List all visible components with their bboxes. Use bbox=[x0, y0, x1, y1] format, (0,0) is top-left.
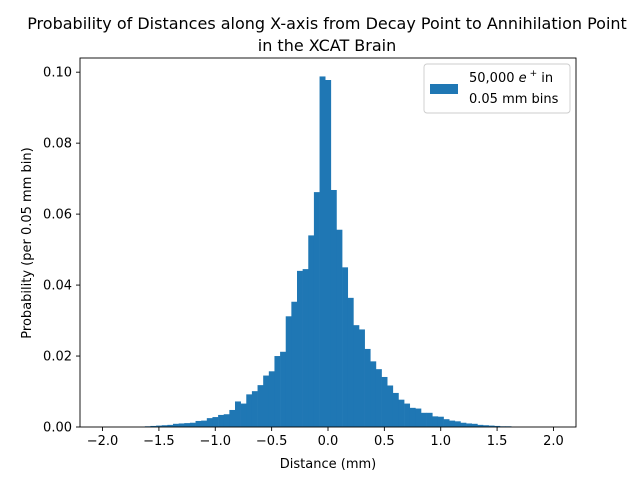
histogram-bar bbox=[325, 80, 332, 427]
histogram-bar bbox=[426, 412, 433, 427]
histogram-bar bbox=[280, 351, 287, 427]
histogram-bar bbox=[156, 425, 163, 427]
histogram-bar bbox=[297, 270, 303, 427]
histogram-bar bbox=[189, 422, 196, 427]
histogram-bar bbox=[494, 425, 501, 427]
x-tick-label: 2.0 bbox=[543, 434, 564, 449]
histogram-bar bbox=[415, 408, 422, 427]
histogram-bar bbox=[421, 412, 427, 427]
histogram-bar bbox=[240, 403, 247, 427]
histogram-bar bbox=[212, 417, 219, 427]
histogram-bar bbox=[308, 235, 315, 427]
histogram-bar bbox=[173, 423, 179, 427]
histogram-bar bbox=[263, 375, 270, 427]
histogram-bar bbox=[364, 348, 371, 427]
histogram-bar bbox=[359, 329, 365, 427]
histogram-bar bbox=[246, 394, 253, 427]
legend: 50,000 e + in 0.05 mm bins bbox=[423, 63, 571, 114]
histogram-bar bbox=[471, 423, 478, 427]
histogram-bar bbox=[285, 316, 292, 427]
x-tick-label: 1.5 bbox=[487, 434, 508, 449]
histogram-bar bbox=[302, 269, 309, 427]
y-tick-label: 0.08 bbox=[43, 137, 72, 152]
histogram-bar bbox=[488, 425, 495, 427]
histogram-bar bbox=[449, 420, 456, 427]
y-axis-label: Probability (per 0.05 mm bin) bbox=[20, 147, 35, 338]
x-tick-label: 0.0 bbox=[318, 434, 339, 449]
histogram-bar bbox=[398, 399, 405, 427]
histogram-bar bbox=[432, 416, 439, 427]
histogram-bar bbox=[387, 385, 394, 427]
histogram-bar bbox=[336, 229, 343, 427]
y-tick-label: 0.10 bbox=[43, 66, 72, 81]
histogram-bar bbox=[460, 422, 467, 427]
x-axis-label: Distance (mm) bbox=[280, 457, 376, 472]
chart-title-line-1: Probability of Distances along X-axis fr… bbox=[27, 14, 627, 33]
histogram-bar bbox=[409, 407, 416, 427]
x-tick-label: 1.0 bbox=[430, 434, 451, 449]
histogram-bar bbox=[381, 376, 388, 427]
histogram-bar bbox=[392, 392, 399, 427]
legend-label-line-2: 0.05 mm bins bbox=[469, 92, 559, 107]
histogram-bar bbox=[437, 416, 444, 427]
chart-title-line-2: in the XCAT Brain bbox=[258, 36, 397, 55]
histogram-bars bbox=[144, 76, 512, 427]
histogram-bar bbox=[251, 391, 258, 427]
legend-label-line-1: 50,000 e + in bbox=[469, 69, 553, 86]
x-tick-label: −1.5 bbox=[143, 434, 175, 449]
histogram-bar bbox=[274, 356, 281, 427]
y-tick-label: 0.04 bbox=[43, 279, 72, 294]
y-tick-label: 0.02 bbox=[43, 350, 72, 365]
histogram-bar bbox=[257, 385, 264, 427]
histogram-bar bbox=[353, 325, 360, 427]
y-tick-label: 0.00 bbox=[43, 421, 72, 436]
histogram-bar bbox=[319, 76, 326, 427]
histogram-bar bbox=[375, 369, 382, 427]
histogram-bar bbox=[167, 424, 174, 427]
legend-frame bbox=[423, 63, 571, 114]
histogram-bar bbox=[229, 409, 236, 427]
histogram-bar bbox=[291, 301, 298, 427]
histogram-bar bbox=[483, 425, 489, 427]
x-tick-label: 0.5 bbox=[374, 434, 395, 449]
histogram-bar bbox=[195, 420, 202, 427]
histogram-bar bbox=[454, 421, 461, 427]
y-axis-ticks: 0.00 0.02 0.04 0.06 0.08 0.10 bbox=[43, 66, 80, 436]
histogram-bar bbox=[342, 267, 349, 427]
histogram-bar bbox=[206, 418, 213, 427]
histogram-bar bbox=[161, 425, 168, 427]
histogram-bar bbox=[370, 361, 377, 427]
x-tick-label: −0.5 bbox=[256, 434, 288, 449]
histogram-bar bbox=[223, 414, 230, 427]
histogram-bar bbox=[201, 420, 208, 427]
y-tick-label: 0.06 bbox=[43, 208, 72, 223]
x-tick-label: −1.0 bbox=[199, 434, 231, 449]
histogram-bar bbox=[477, 424, 484, 427]
histogram-bar bbox=[268, 371, 275, 427]
histogram-bar bbox=[218, 414, 225, 427]
histogram-bar bbox=[443, 419, 450, 427]
histogram-bar bbox=[347, 297, 354, 427]
histogram-bar bbox=[184, 423, 191, 427]
histogram-bar bbox=[235, 401, 241, 427]
histogram-bar bbox=[404, 403, 411, 427]
histogram-bar bbox=[330, 189, 337, 427]
histogram-bar bbox=[150, 425, 157, 427]
histogram-bar bbox=[178, 423, 185, 427]
x-tick-label: −2.0 bbox=[87, 434, 119, 449]
legend-swatch bbox=[430, 84, 458, 94]
histogram-bar bbox=[313, 192, 320, 427]
x-axis-ticks: −2.0 −1.5 −1.0 −0.5 0.0 0.5 1.0 1.5 2.0 bbox=[87, 427, 564, 449]
histogram-bar bbox=[466, 423, 473, 427]
